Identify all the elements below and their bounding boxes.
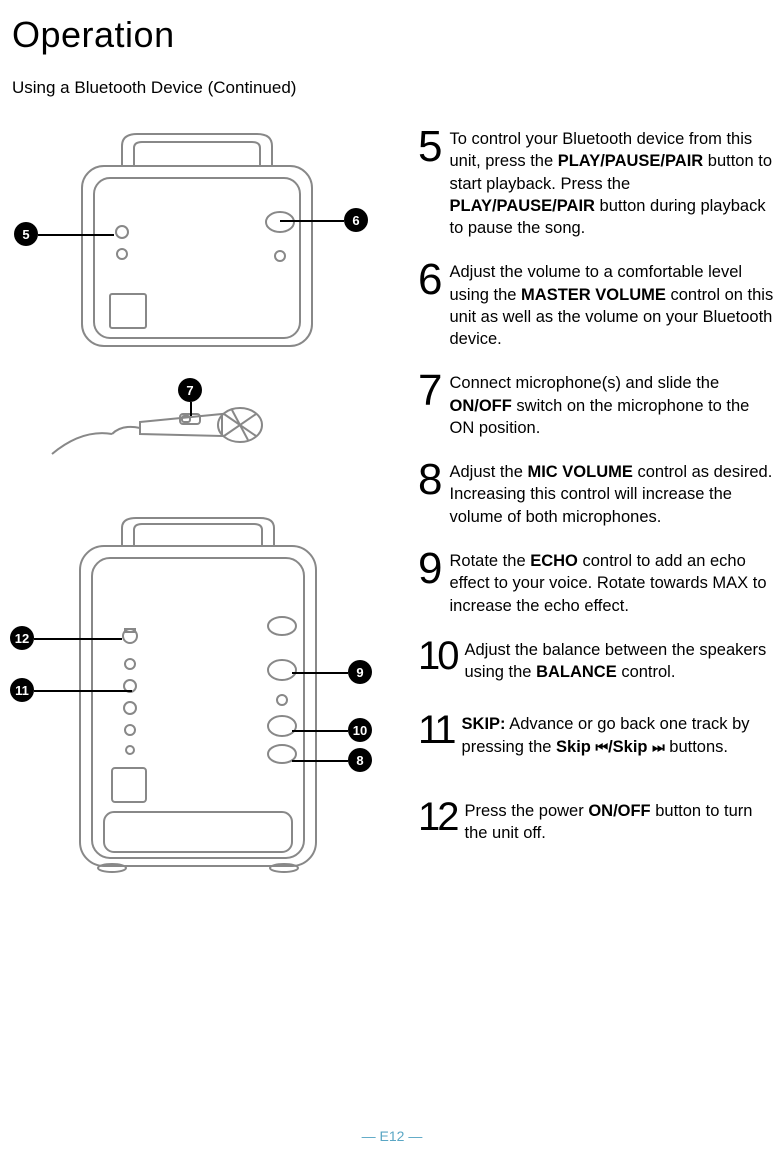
device-top-view <box>12 126 382 356</box>
step-text: SKIP: Advance or go back one track by pr… <box>462 711 778 758</box>
step-text: Connect microphone(s) and slide the ON/O… <box>449 370 778 439</box>
callout-line <box>38 234 114 236</box>
callout-line <box>190 402 192 416</box>
step-number: 7 <box>418 370 441 412</box>
callout-line <box>292 730 348 732</box>
device-front-view <box>12 516 382 886</box>
step-number: 6 <box>418 259 441 301</box>
step-number: 5 <box>418 126 441 168</box>
callout-line <box>34 638 122 640</box>
step-text: Adjust the balance between the speakers … <box>465 637 779 684</box>
callout-badge-7: 7 <box>178 378 202 402</box>
step-text: Rotate the ECHO control to add an echo e… <box>449 548 778 617</box>
callout-badge-8: 8 <box>348 748 372 772</box>
device-diagram: 5 6 7 12 11 9 10 8 <box>12 126 382 896</box>
step-number: 8 <box>418 459 441 501</box>
callout-line <box>292 760 348 762</box>
step-number: 10 <box>418 637 457 675</box>
callout-line <box>34 690 132 692</box>
callout-badge-5: 5 <box>14 222 38 246</box>
callout-line <box>292 672 348 674</box>
step-7: 7Connect microphone(s) and slide the ON/… <box>418 370 778 439</box>
steps-column: 5To control your Bluetooth device from t… <box>418 126 780 896</box>
step-12: 12Press the power ON/OFF button to turn … <box>418 798 778 845</box>
callout-badge-9: 9 <box>348 660 372 684</box>
step-6: 6Adjust the volume to a comfortable leve… <box>418 259 778 350</box>
step-10: 10Adjust the balance between the speaker… <box>418 637 778 684</box>
callout-badge-6: 6 <box>344 208 368 232</box>
callout-badge-10: 10 <box>348 718 372 742</box>
step-5: 5To control your Bluetooth device from t… <box>418 126 778 239</box>
step-number: 11 <box>418 711 454 749</box>
callout-line <box>280 220 344 222</box>
step-text: Adjust the volume to a comfortable level… <box>449 259 778 350</box>
step-text: Press the power ON/OFF button to turn th… <box>465 798 779 845</box>
step-8: 8Adjust the MIC VOLUME control as desire… <box>418 459 778 528</box>
diagram-column: 5 6 7 12 11 9 10 8 <box>12 126 402 896</box>
page-title: Operation <box>12 14 780 56</box>
step-number: 12 <box>418 798 457 836</box>
callout-badge-12: 12 <box>10 626 34 650</box>
step-text: Adjust the MIC VOLUME control as desired… <box>449 459 778 528</box>
step-text: To control your Bluetooth device from th… <box>449 126 778 239</box>
callout-badge-11: 11 <box>10 678 34 702</box>
page-subtitle: Using a Bluetooth Device (Continued) <box>12 78 780 98</box>
page-footer: — E12 — <box>0 1128 784 1144</box>
step-number: 9 <box>418 548 441 590</box>
step-9: 9Rotate the ECHO control to add an echo … <box>418 548 778 617</box>
step-11: 11SKIP: Advance or go back one track by … <box>418 711 778 758</box>
